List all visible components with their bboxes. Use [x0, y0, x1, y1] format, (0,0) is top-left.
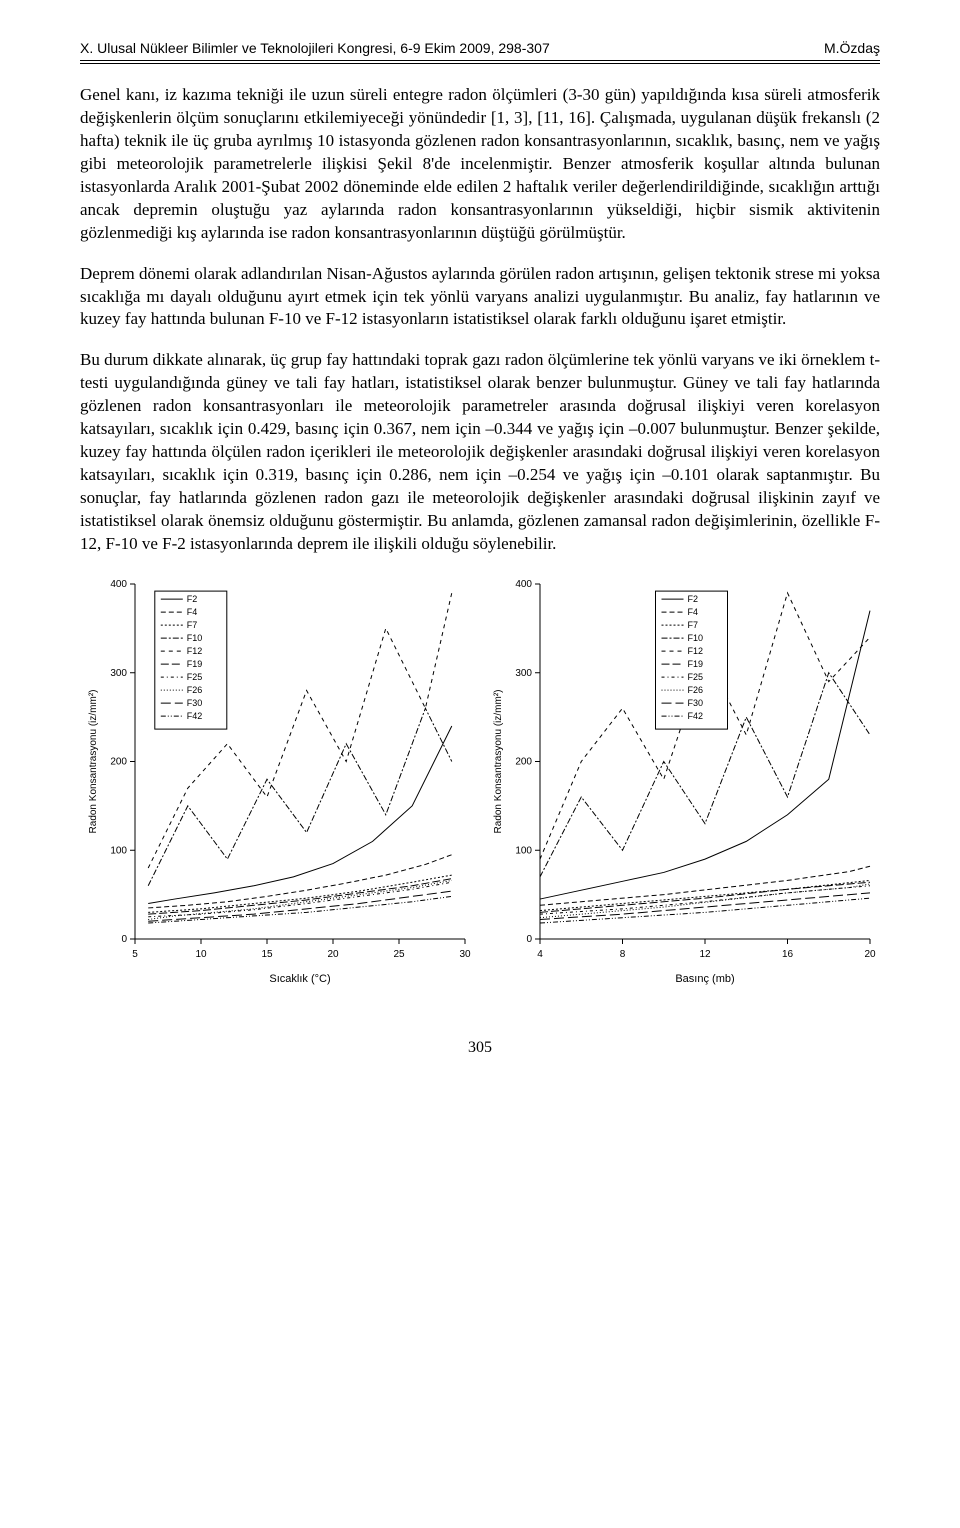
- legend-label-F30: F30: [187, 698, 203, 708]
- svg-text:Sıcaklık (°C): Sıcaklık (°C): [269, 973, 330, 985]
- svg-text:20: 20: [327, 949, 339, 960]
- chart-left: 0 100 200 300 400 5 10 15 20 25 30 Sıcaklık (°C) Rad…: [80, 574, 475, 994]
- charts-row: 010020030040051015202530Sıcaklık (°C)Rad…: [80, 574, 880, 999]
- svg-text:25: 25: [393, 949, 405, 960]
- svg-text:5: 5: [132, 949, 138, 960]
- legend-label-F25: F25: [688, 672, 704, 682]
- svg-text:20: 20: [864, 949, 876, 960]
- header-rule: [80, 60, 880, 64]
- legend-label-F10: F10: [688, 633, 704, 643]
- svg-text:15: 15: [261, 949, 273, 960]
- chart-right: 0 100 200 300 400 4 8 12 16 20 Basınç (mb) Radon Ko…: [485, 574, 880, 994]
- legend-label-F12: F12: [187, 646, 203, 656]
- legend-label-F4: F4: [187, 607, 198, 617]
- page-number: 305: [80, 1039, 880, 1057]
- chart-right-container: 0 100 200 300 400 4 8 12 16 20 Basınç (mb) Radon Ko…: [485, 574, 880, 999]
- legend-label-F19: F19: [187, 659, 203, 669]
- legend-label-F30: F30: [688, 698, 704, 708]
- legend-label-F25: F25: [187, 672, 203, 682]
- svg-text:10: 10: [195, 949, 207, 960]
- legend-label-F2: F2: [187, 594, 198, 604]
- svg-text:Radon Konsantrasyonu (iz/mm²): Radon Konsantrasyonu (iz/mm²): [88, 689, 99, 833]
- legend-label-F12: F12: [688, 646, 704, 656]
- svg-text:300: 300: [110, 668, 127, 679]
- svg-text:30: 30: [459, 949, 471, 960]
- legend-label-F2: F2: [688, 594, 699, 604]
- header-left: X. Ulusal Nükleer Bilimler ve Teknolojil…: [80, 40, 550, 56]
- legend-label-F26: F26: [187, 685, 203, 695]
- svg-text:400: 400: [515, 579, 532, 590]
- svg-text:0: 0: [526, 934, 532, 945]
- legend-label-F42: F42: [187, 711, 203, 721]
- svg-text:4: 4: [537, 949, 543, 960]
- svg-text:400: 400: [110, 579, 127, 590]
- legend-label-F7: F7: [688, 620, 699, 630]
- svg-text:200: 200: [110, 756, 127, 767]
- legend-label-F19: F19: [688, 659, 704, 669]
- legend-label-F7: F7: [187, 620, 198, 630]
- svg-text:Basınç (mb): Basınç (mb): [675, 973, 734, 985]
- svg-text:100: 100: [110, 845, 127, 856]
- svg-text:16: 16: [782, 949, 794, 960]
- chart-left-container: 0 100 200 300 400 5 10 15 20 25 30 Sıcaklık (°C) Rad…: [80, 574, 475, 999]
- legend-label-F42: F42: [688, 711, 704, 721]
- paragraph-3: Bu durum dikkate alınarak, üç grup fay h…: [80, 349, 880, 555]
- svg-text:Radon Konsantrasyonu (iz/mm²): Radon Konsantrasyonu (iz/mm²): [493, 689, 504, 833]
- paragraph-2: Deprem dönemi olarak adlandırılan Nisan-…: [80, 263, 880, 332]
- svg-text:100: 100: [515, 845, 532, 856]
- svg-text:200: 200: [515, 756, 532, 767]
- legend-label-F10: F10: [187, 633, 203, 643]
- svg-text:8: 8: [620, 949, 626, 960]
- paragraph-1: Genel kanı, iz kazıma tekniği ile uzun s…: [80, 84, 880, 245]
- svg-text:12: 12: [699, 949, 711, 960]
- legend-label-F26: F26: [688, 685, 704, 695]
- running-header: X. Ulusal Nükleer Bilimler ve Teknolojil…: [80, 40, 880, 60]
- page: X. Ulusal Nükleer Bilimler ve Teknolojil…: [0, 0, 960, 1528]
- header-right: M.Özdaş: [824, 40, 880, 56]
- svg-text:300: 300: [515, 668, 532, 679]
- legend-label-F4: F4: [688, 607, 699, 617]
- svg-text:0: 0: [121, 934, 127, 945]
